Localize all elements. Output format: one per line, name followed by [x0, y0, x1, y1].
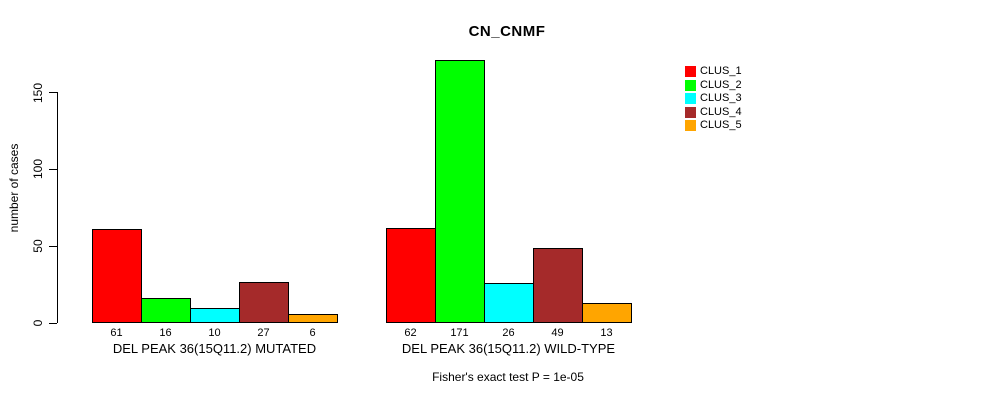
- y-tick-label: 0: [31, 319, 45, 327]
- legend-label: CLUS_5: [700, 119, 742, 132]
- bar-value-label: 27: [257, 327, 270, 339]
- bar-clus_4: [533, 247, 583, 323]
- y-axis-label: number of cases: [7, 143, 21, 233]
- group-label: DEL PEAK 36(15Q11.2) WILD-TYPE: [401, 341, 616, 356]
- y-tick-label: 150: [31, 82, 45, 103]
- legend-swatch-clus_5: [685, 120, 696, 132]
- bar-clus_3: [484, 283, 534, 323]
- legend-swatch-clus_3: [685, 93, 696, 105]
- y-tick-label: 100: [31, 159, 45, 180]
- chart-title: CN_CNMF: [468, 23, 546, 40]
- legend-label: CLUS_3: [700, 92, 742, 105]
- bar-value-label: 62: [404, 327, 417, 339]
- bar-value-label: 171: [450, 327, 469, 339]
- fisher-test-annotation: Fisher's exact test P = 1e-05: [432, 370, 584, 384]
- bar-value-label: 10: [208, 327, 221, 339]
- bar-clus_3: [190, 307, 240, 323]
- y-tick-mark: [49, 322, 57, 324]
- bar-clus_4: [239, 281, 289, 323]
- bar-value-label: 26: [502, 327, 515, 339]
- legend-label: CLUS_2: [700, 78, 742, 91]
- y-tick-mark: [49, 245, 57, 247]
- legend-label: CLUS_4: [700, 105, 742, 118]
- bar-value-label: 13: [600, 327, 613, 339]
- legend-swatch-clus_1: [685, 66, 696, 77]
- bar-value-label: 61: [110, 327, 123, 339]
- bar-value-label: 16: [159, 327, 172, 339]
- bar-clus_5: [582, 303, 632, 323]
- bar-clus_1: [92, 229, 142, 323]
- bar-clus_1: [386, 227, 436, 323]
- bar-clus_2: [435, 60, 485, 323]
- legend-swatch-clus_2: [685, 79, 696, 91]
- group-label: DEL PEAK 36(15Q11.2) MUTATED: [112, 341, 317, 356]
- bar-clus_5: [288, 313, 338, 323]
- y-tick-label: 50: [31, 239, 45, 253]
- bar-value-label: 6: [309, 327, 316, 339]
- y-tick-mark: [49, 168, 57, 170]
- y-axis-line: [57, 92, 58, 323]
- bar-value-label: 49: [551, 327, 564, 339]
- legend-label: CLUS_1: [700, 65, 742, 77]
- y-tick-mark: [49, 92, 57, 94]
- legend-swatch-clus_4: [685, 106, 696, 118]
- bar-clus_2: [141, 298, 191, 323]
